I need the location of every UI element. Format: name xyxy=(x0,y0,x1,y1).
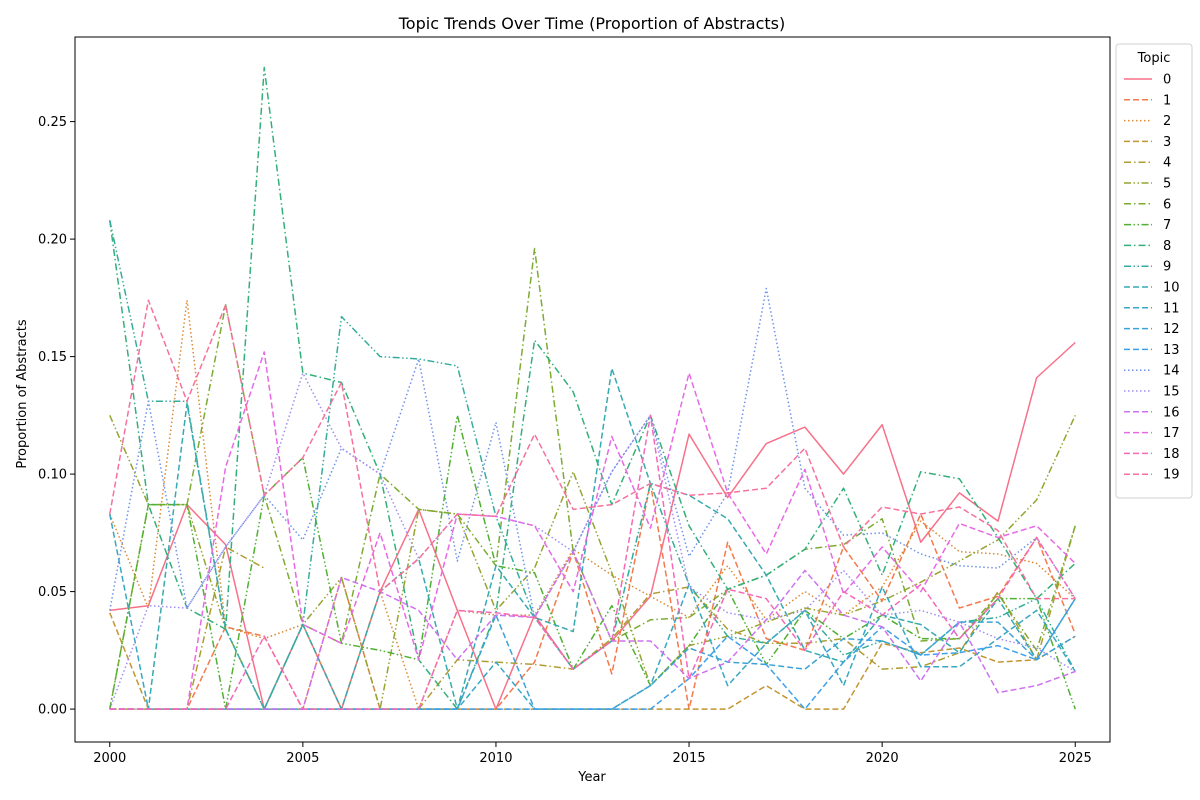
y-tick-label: 0.00 xyxy=(38,703,67,718)
legend-label-topic-10: 10 xyxy=(1163,281,1180,296)
legend-label-topic-9: 9 xyxy=(1163,260,1171,275)
y-axis: 0.00 0.05 0.10 0.15 0.20 0.25 xyxy=(38,115,75,718)
series-line-topic-8 xyxy=(109,66,1076,710)
series-line-topic-14 xyxy=(109,287,1076,619)
chart-title: Topic Trends Over Time (Proportion of Ab… xyxy=(398,14,785,33)
series-line-topic-9 xyxy=(109,220,1076,710)
series-line-topic-4 xyxy=(109,525,1076,710)
legend-label-topic-12: 12 xyxy=(1163,322,1180,337)
y-tick-label: 0.10 xyxy=(38,468,67,483)
x-tick-label: 2025 xyxy=(1059,751,1092,766)
y-axis-label: Proportion of Abstracts xyxy=(15,319,30,468)
series-line-topic-6 xyxy=(109,247,1076,710)
series-line-topic-12 xyxy=(109,614,1076,710)
legend-label-topic-17: 17 xyxy=(1163,426,1180,441)
x-axis: 2000 2005 2010 2015 2020 2025 xyxy=(93,742,1092,766)
series-line-topic-17 xyxy=(109,351,1076,710)
y-tick-label: 0.20 xyxy=(38,233,67,248)
series-line-topic-18 xyxy=(109,414,1076,710)
series-line-topic-2 xyxy=(109,299,1076,710)
legend-label-topic-16: 16 xyxy=(1163,405,1180,420)
legend-label-topic-1: 1 xyxy=(1163,93,1171,108)
legend-label-topic-8: 8 xyxy=(1163,239,1171,254)
legend-label-topic-13: 13 xyxy=(1163,343,1180,358)
plot-frame xyxy=(74,36,1111,743)
legend-label-topic-18: 18 xyxy=(1163,447,1180,462)
y-tick-label: 0.25 xyxy=(38,115,67,130)
legend-label-topic-15: 15 xyxy=(1163,385,1180,400)
legend-label-topic-14: 14 xyxy=(1163,364,1180,379)
legend-label-topic-7: 7 xyxy=(1163,218,1171,233)
legend-label-topic-3: 3 xyxy=(1163,135,1171,150)
series-line-topic-19 xyxy=(109,299,1076,600)
y-tick-label: 0.05 xyxy=(38,585,67,600)
legend-label-topic-19: 19 xyxy=(1163,468,1180,483)
series-line-topic-7 xyxy=(109,414,1076,710)
legend-label-topic-11: 11 xyxy=(1163,301,1180,316)
legend-label-topic-5: 5 xyxy=(1163,177,1171,192)
series-line-topic-15 xyxy=(109,372,1076,710)
series-line-topic-3 xyxy=(109,612,1076,710)
series-line-topic-16 xyxy=(109,550,1076,710)
x-axis-label: Year xyxy=(577,770,606,785)
x-tick-label: 2005 xyxy=(286,751,319,766)
series-line-topic-13 xyxy=(109,598,1076,710)
legend-label-topic-6: 6 xyxy=(1163,197,1171,212)
x-tick-label: 2020 xyxy=(866,751,899,766)
x-tick-label: 2000 xyxy=(93,751,126,766)
legend-box xyxy=(1115,43,1193,499)
legend-label-topic-2: 2 xyxy=(1163,114,1171,129)
x-tick-label: 2010 xyxy=(479,751,512,766)
legend-label-topic-0: 0 xyxy=(1163,73,1171,88)
series-line-topic-10 xyxy=(109,367,1076,710)
y-tick-label: 0.15 xyxy=(38,350,67,365)
series-line-topic-1 xyxy=(109,482,1076,710)
legend-title: Topic xyxy=(1137,51,1171,66)
plot-area xyxy=(109,66,1076,710)
x-tick-label: 2015 xyxy=(673,751,706,766)
legend-label-topic-4: 4 xyxy=(1163,156,1171,171)
